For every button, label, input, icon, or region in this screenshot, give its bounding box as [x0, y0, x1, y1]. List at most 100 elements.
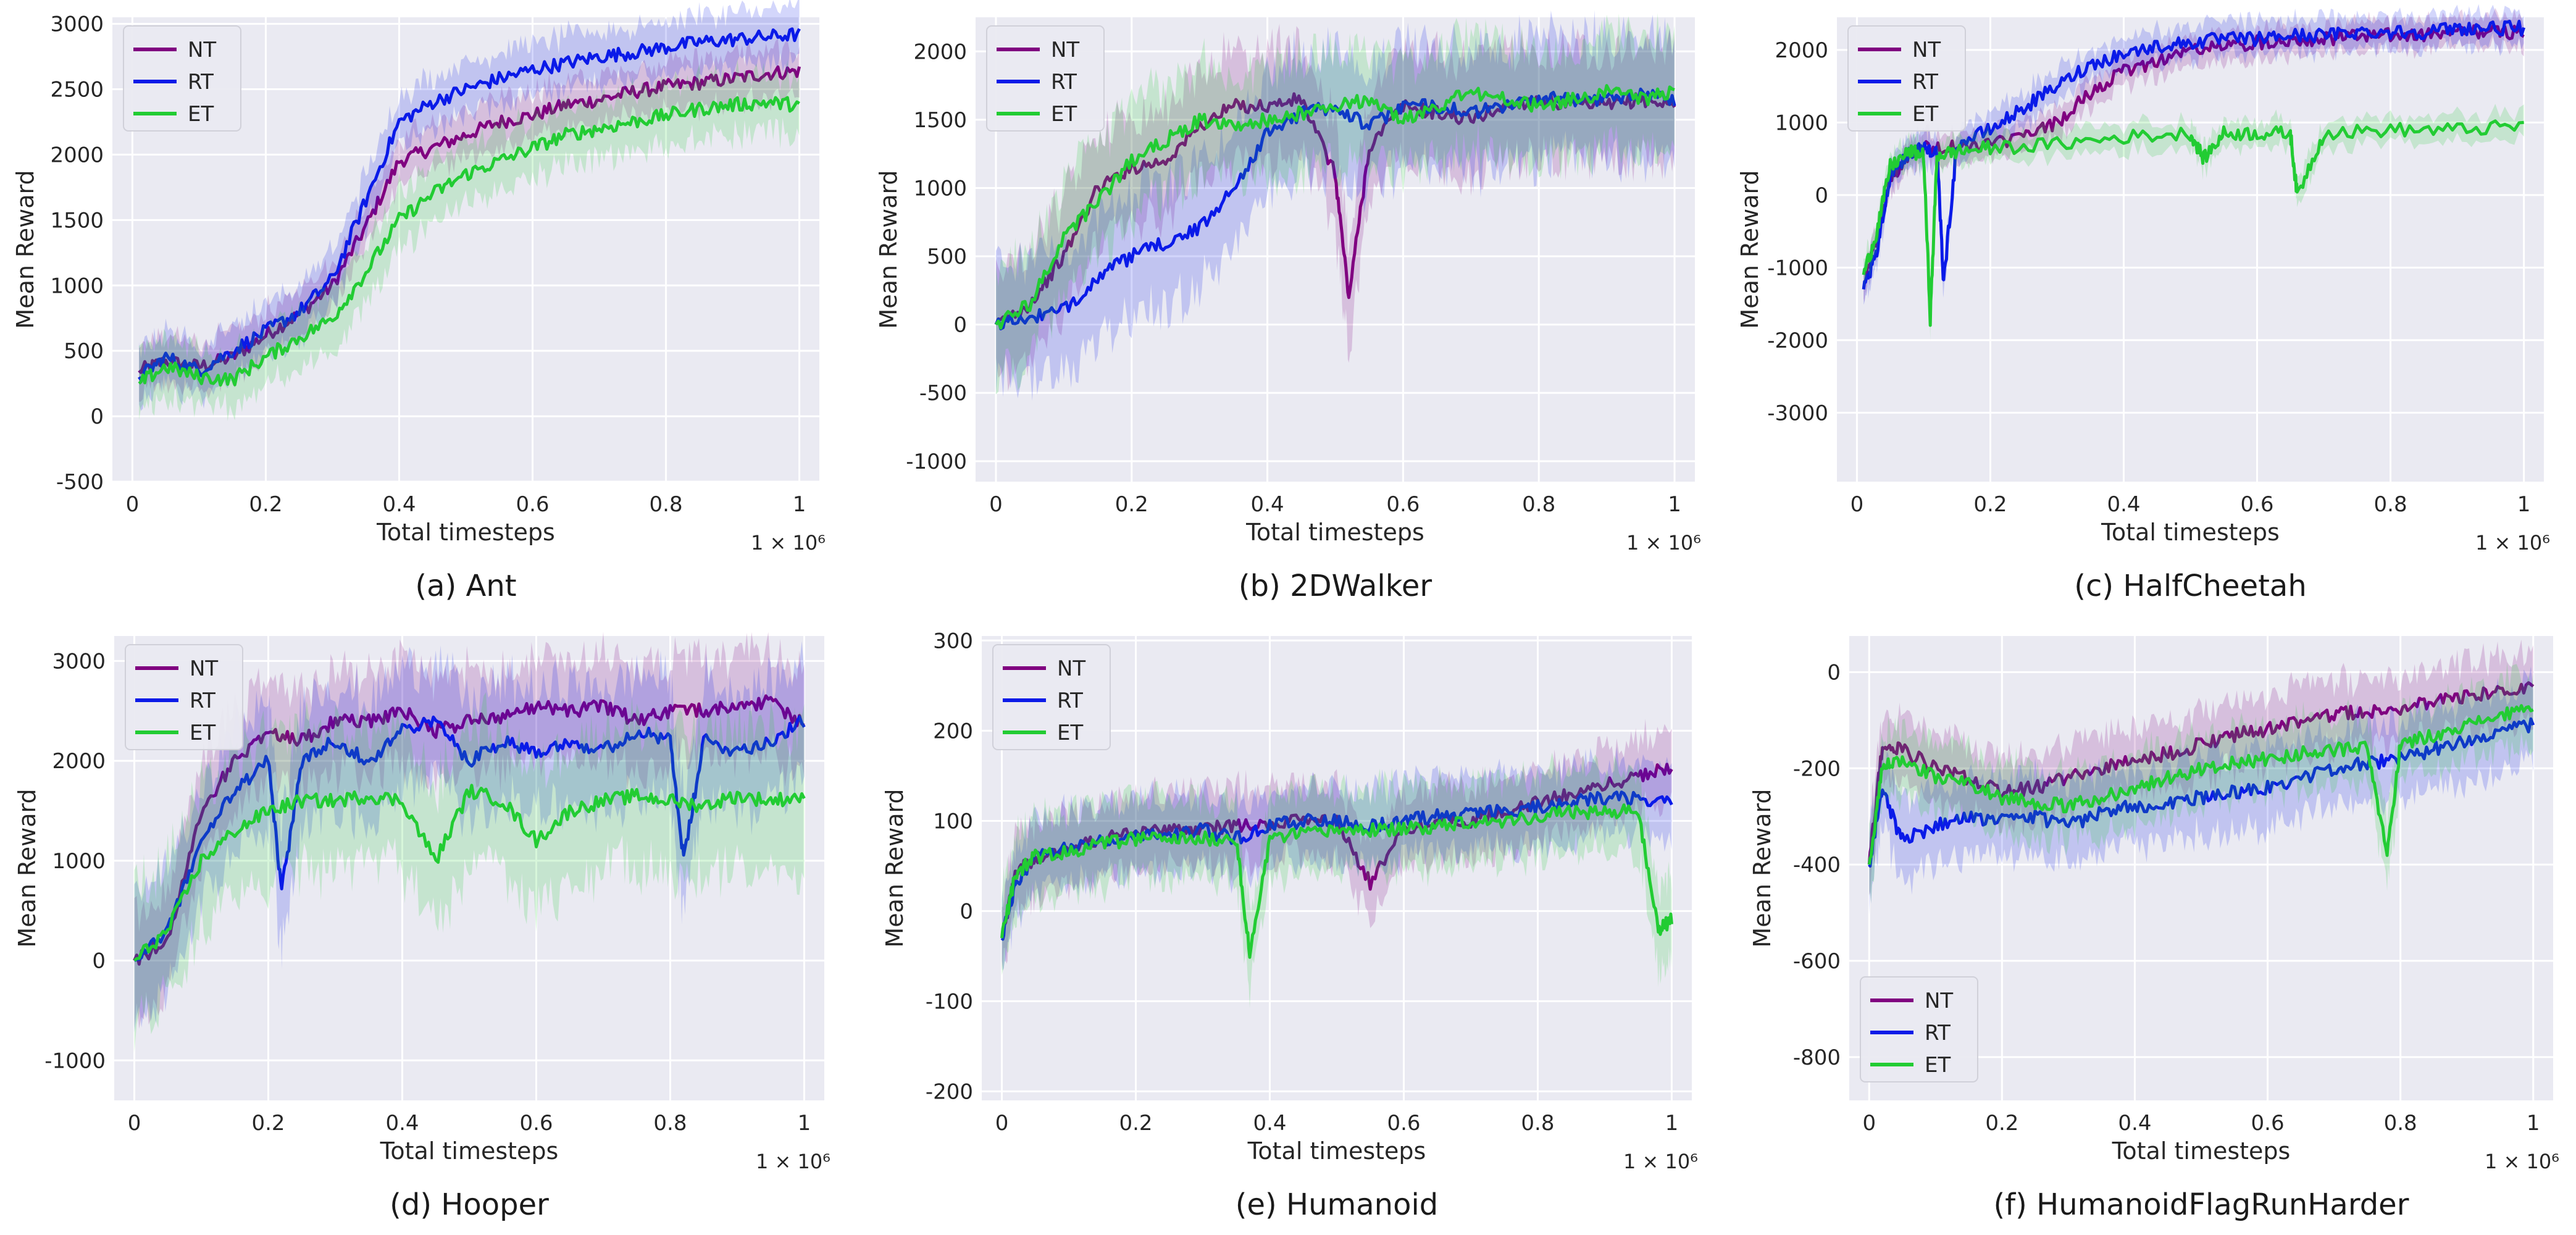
y-tick-label: -2000 — [1767, 329, 1828, 353]
legend-entry-nt: NT — [1057, 656, 1085, 681]
series-line-rt — [133, 715, 806, 962]
y-tick-label: 100 — [933, 809, 973, 834]
series-line-et — [1000, 803, 1673, 959]
chart-panel-3: 0 0.2 0.4 0.6 0.8 1 -3000 -2000 -1000 0 1000 2000 To… — [1736, 4, 2550, 603]
x-tick-label: 0 — [126, 492, 140, 517]
band-et — [139, 59, 800, 421]
y-tick-label: 0 — [1815, 183, 1828, 208]
x-axis-label: Total timesteps — [1245, 519, 1424, 546]
y-tick-label: 0 — [1827, 660, 1841, 685]
x-tick-label: 0.4 — [1253, 1111, 1286, 1136]
legend-entry-nt: NT — [1051, 38, 1079, 62]
x-tick-label: 0.8 — [1522, 492, 1555, 517]
x-tick-label: 1 — [1665, 1111, 1679, 1136]
x-tick-label: 1 — [2517, 492, 2531, 517]
chart-panel-2: 0 0.2 0.4 0.6 0.8 1 -1000 -500 0 500 1000 1500 2000 T… — [875, 10, 1701, 603]
x-tick-label: 1 — [2527, 1111, 2540, 1136]
x-offset-label: 1 × 10⁶ — [2475, 531, 2550, 555]
x-tick-label: 0.8 — [2384, 1111, 2417, 1136]
y-tick-label: -200 — [1793, 756, 1841, 781]
x-tick-label: 0.8 — [2374, 492, 2407, 517]
panel-caption: (c) HalfCheetah — [2074, 569, 2307, 603]
series-line-nt — [1000, 763, 1673, 939]
y-tick-label: 1500 — [50, 208, 104, 233]
chart-panel-5: 0 0.2 0.4 0.6 0.8 1 -200 -100 0 100 200 300 Total ti… — [881, 629, 1698, 1222]
panel-caption: (d) Hooper — [390, 1187, 549, 1222]
band-rt — [1869, 666, 2533, 915]
x-tick-label: 0.6 — [1387, 1111, 1420, 1136]
y-tick-label: 1500 — [913, 108, 967, 133]
series-line-nt — [138, 65, 801, 374]
legend-entry-rt: RT — [1925, 1021, 1951, 1045]
band-nt — [134, 632, 805, 1029]
band-rt — [1002, 747, 1672, 971]
panel-caption: (b) 2DWalker — [1239, 569, 1432, 603]
x-tick-label: 0.2 — [249, 492, 282, 517]
x-tick-label: 0 — [128, 1111, 141, 1136]
x-offset-label: 1 × 10⁶ — [2485, 1150, 2559, 1173]
band-nt — [1863, 7, 2524, 303]
y-tick-label: 2000 — [1775, 38, 1828, 63]
y-tick-label: 2000 — [50, 143, 104, 167]
x-offset-label: 1 × 10⁶ — [756, 1150, 830, 1173]
y-tick-label: 2000 — [913, 40, 967, 64]
y-tick-label: -200 — [926, 1079, 973, 1104]
x-tick-label: 0.8 — [650, 492, 683, 517]
y-tick-label: 1000 — [913, 176, 967, 201]
y-axis-label: Mean Reward — [875, 170, 902, 329]
x-tick-label: 0.6 — [1386, 492, 1420, 517]
band-et — [1869, 662, 2533, 903]
y-tick-label: 1000 — [1775, 111, 1828, 135]
band-nt — [1002, 718, 1672, 971]
series-line-rt — [994, 87, 1676, 331]
legend-entry-nt: NT — [1925, 989, 1953, 1013]
y-tick-label: -100 — [926, 989, 973, 1014]
x-tick-label: 0.4 — [2107, 492, 2140, 517]
y-tick-label: 1000 — [52, 849, 106, 874]
legend-entry-nt: NT — [1912, 38, 1941, 62]
legend-box — [1847, 25, 1966, 132]
series-line-nt — [133, 694, 805, 966]
x-offset-label: 1 × 10⁶ — [751, 531, 826, 555]
x-offset-label: 1 × 10⁶ — [1623, 1150, 1698, 1173]
y-tick-label: -400 — [1793, 853, 1841, 877]
panel-caption: (f) HumanoidFlagRunHarder — [1994, 1187, 2409, 1222]
band-rt — [134, 641, 805, 1033]
band-rt — [1863, 4, 2524, 305]
x-tick-label: 1 — [793, 492, 806, 517]
x-tick-label: 0 — [1862, 1111, 1876, 1136]
y-tick-label: -3000 — [1767, 401, 1828, 425]
band-nt — [996, 19, 1675, 391]
legend-entry-rt: RT — [1051, 70, 1077, 94]
panel-caption: (e) Humanoid — [1236, 1187, 1439, 1222]
legend-entry-rt: RT — [190, 689, 215, 713]
series-line-rt — [138, 27, 801, 382]
y-tick-label: -500 — [56, 470, 104, 495]
y-axis-label: Mean Reward — [12, 170, 39, 329]
series-line-et — [1862, 119, 2524, 327]
y-tick-label: -1000 — [44, 1049, 106, 1073]
x-tick-label: 0.2 — [1973, 492, 2007, 517]
y-tick-label: 0 — [90, 404, 104, 429]
x-offset-label: 1 × 10⁶ — [1626, 531, 1701, 555]
y-axis-label: Mean Reward — [1749, 789, 1776, 947]
band-et — [134, 692, 805, 1053]
series-line-et — [133, 784, 806, 962]
chart-panel-4: 0 0.2 0.4 0.6 0.8 1 -1000 0 1000 2000 3000 Total ti… — [14, 632, 830, 1222]
y-tick-label: 0 — [953, 313, 967, 338]
x-axis-label: Total timesteps — [380, 1137, 559, 1165]
x-tick-label: 1 — [1668, 492, 1681, 517]
y-tick-label: 1000 — [50, 274, 104, 298]
x-axis-label: Total timesteps — [2112, 1137, 2291, 1165]
x-tick-label: 0.2 — [1119, 1111, 1152, 1136]
y-tick-label: 2500 — [50, 78, 104, 103]
legend-entry-rt: RT — [188, 70, 214, 94]
legend-box — [123, 25, 241, 132]
y-tick-label: 0 — [960, 899, 973, 924]
series-line-et — [1867, 704, 2534, 865]
band-et — [1863, 104, 2524, 340]
y-axis-label: Mean Reward — [881, 789, 908, 947]
legend-entry-et: ET — [1051, 102, 1077, 127]
x-axis-label: Total timesteps — [376, 519, 555, 546]
